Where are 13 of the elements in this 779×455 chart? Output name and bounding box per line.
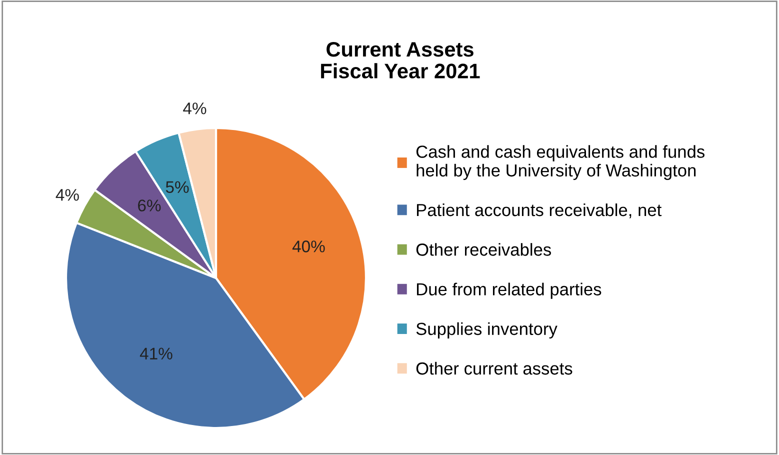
legend-label: Supplies inventory: [416, 322, 558, 338]
legend-label: Cash and cash equivalents and funds held by the University of Washington: [416, 145, 704, 180]
data-label: 6%: [138, 200, 161, 212]
legend-label: Other current assets: [416, 362, 572, 375]
data-label: 4%: [183, 102, 206, 114]
data-label: 5%: [166, 181, 189, 193]
legend-label: Due from related parties: [416, 282, 602, 299]
data-label: 4%: [56, 189, 79, 201]
data-label: 40%: [292, 240, 325, 252]
chart-title: Current Assets Fiscal Year 2021: [321, 42, 480, 78]
legend-label: Patient accounts receivable, net: [416, 203, 662, 218]
data-label: 41%: [140, 348, 172, 360]
legend-label: Other receivables: [416, 243, 551, 256]
